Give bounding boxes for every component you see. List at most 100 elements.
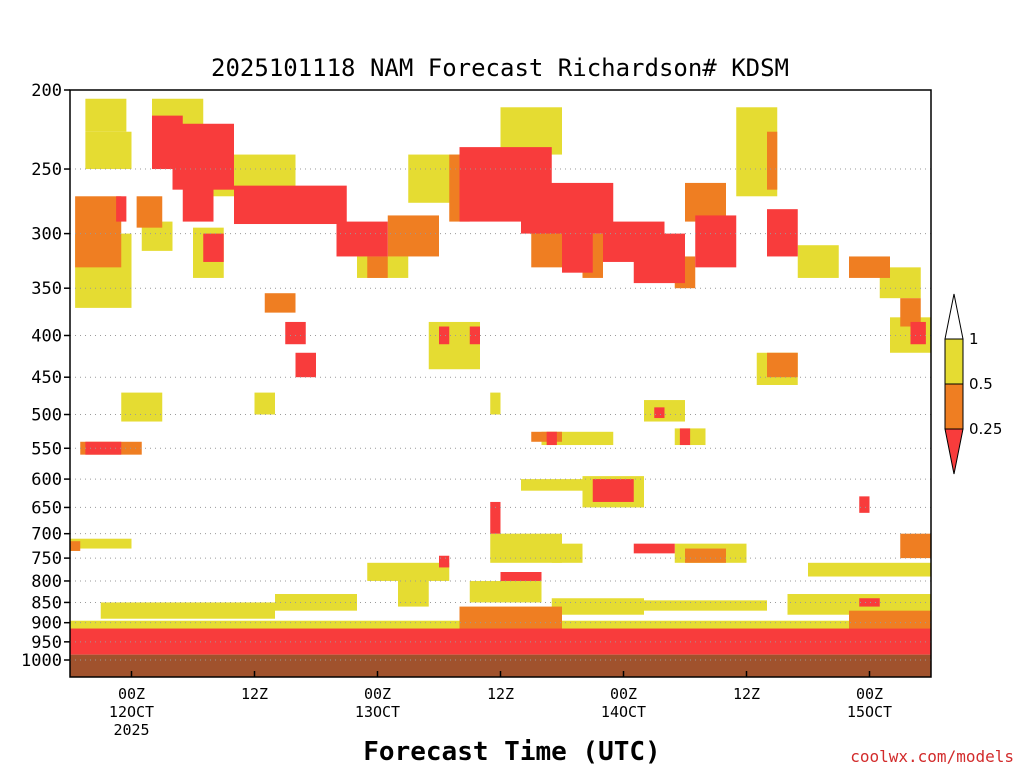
colorbar-segment-below-025 (944, 428, 964, 475)
cell-region-34 (767, 131, 778, 190)
cell-region-81 (469, 580, 542, 603)
cell-region-2 (75, 196, 122, 268)
cell-region-0 (85, 98, 127, 132)
y-tick-900: 900 (31, 614, 62, 634)
cell-region-48 (490, 392, 501, 415)
y-tick-300: 300 (31, 225, 62, 245)
cell-region-51 (254, 392, 275, 415)
cell-region-66 (490, 501, 501, 534)
cell-region-24 (521, 182, 614, 234)
cell-region-18 (367, 256, 388, 278)
y-tick-500: 500 (31, 406, 62, 426)
cell-region-40 (910, 321, 926, 345)
cell-region-52 (121, 392, 163, 422)
colorbar-segment-05-1 (944, 338, 964, 385)
y-tick-550: 550 (31, 439, 62, 459)
y-tick-450: 450 (31, 368, 62, 388)
x-tick-2-line-1: 13OCT (355, 703, 400, 721)
colorbar-label-1: 0.5 (969, 375, 993, 393)
cell-region-37 (849, 256, 890, 278)
y-tick-850: 850 (31, 593, 62, 613)
y-tick-600: 600 (31, 470, 62, 490)
cell-region-50 (767, 352, 798, 378)
cell-region-4 (116, 196, 127, 222)
cell-region-89 (849, 610, 931, 629)
cell-region-61 (679, 428, 691, 446)
colorbar-label-2: 0.25 (969, 420, 1002, 438)
y-tick-700: 700 (31, 525, 62, 545)
cell-region-82 (551, 598, 644, 615)
x-tick-6-line-0: 00Z (856, 685, 883, 703)
cell-region-83 (644, 600, 767, 611)
x-tick-0-line-2: 2025 (113, 721, 149, 739)
x-tick-1-line-0: 12Z (241, 685, 268, 703)
cell-region-32 (695, 215, 737, 268)
cell-region-73 (633, 543, 675, 554)
cell-region-62 (521, 479, 583, 491)
cell-region-69 (70, 541, 81, 551)
cell-region-29 (633, 233, 685, 284)
cell-region-67 (859, 496, 870, 513)
cell-region-16 (336, 221, 388, 257)
cell-region-76 (900, 533, 931, 559)
colorbar-label-0: 1 (969, 330, 979, 348)
y-axis: 200 250 300 350 400 450 500 550 600 650 700 750 8008… (21, 81, 70, 671)
x-tick-0-line-0: 00Z (118, 685, 145, 703)
cell-region-43 (285, 321, 306, 345)
y-tick-750: 750 (31, 549, 62, 569)
cell-region-79 (398, 576, 429, 607)
x-axis-label: Forecast Time (UTC) (363, 737, 660, 767)
cell-region-15 (234, 185, 347, 225)
x-tick-5-line-0: 12Z (733, 685, 760, 703)
cell-region-70 (490, 533, 562, 563)
y-tick-1000: 1000 (21, 651, 62, 671)
cell-region-26 (562, 233, 593, 273)
cell-region-31 (685, 182, 726, 222)
cell-region-13 (203, 233, 224, 262)
y-tick-350: 350 (31, 279, 62, 299)
cell-region-68 (70, 538, 132, 549)
cell-region-59 (654, 407, 665, 419)
y-tick-800: 800 (31, 572, 62, 592)
cell-region-57 (546, 431, 557, 446)
cell-region-35 (767, 209, 798, 257)
cell-region-14 (234, 154, 296, 190)
cell-region-47 (469, 326, 480, 345)
cell-region-64 (592, 479, 634, 502)
cell-region-1 (85, 131, 132, 170)
cell-region-5 (136, 196, 163, 228)
grid-lines (70, 168, 931, 661)
cell-region-78 (367, 562, 450, 581)
x-tick-0-line-1: 12OCT (109, 703, 154, 721)
x-tick-4-line-0: 00Z (610, 685, 637, 703)
credit-text: coolwx.com/models (850, 747, 1014, 766)
cell-region-80 (439, 555, 450, 568)
cell-region-87 (859, 598, 880, 607)
x-tick-3-line-0: 12Z (487, 685, 514, 703)
cell-region-54 (85, 441, 122, 455)
x-tick-6-line-1: 15OCT (847, 703, 892, 721)
cell-region-42 (264, 293, 296, 313)
x-tick-2-line-0: 00Z (364, 685, 391, 703)
cell-region-39 (900, 298, 921, 327)
cell-region-10 (182, 176, 214, 222)
cell-region-77 (808, 562, 931, 577)
y-tick-200: 200 (31, 81, 62, 101)
chart-title: 2025101118 NAM Forecast Richardson# KDSM (211, 54, 789, 82)
y-tick-400: 400 (31, 326, 62, 346)
cell-region-17 (387, 215, 439, 257)
colorbar-segment-025-05 (944, 383, 964, 430)
y-tick-950: 950 (31, 633, 62, 653)
colorbar: 1 0.5 0.25 (944, 293, 1002, 475)
cell-region-75 (685, 548, 726, 563)
y-tick-250: 250 (31, 160, 62, 180)
cell-region-23 (500, 107, 562, 155)
cell-region-88 (459, 606, 562, 631)
x-tick-4-line-1: 14OCT (601, 703, 646, 721)
cell-region-84 (100, 602, 275, 619)
cell-region-71 (500, 572, 542, 581)
cell-region-44 (295, 352, 316, 378)
y-tick-650: 650 (31, 498, 62, 518)
